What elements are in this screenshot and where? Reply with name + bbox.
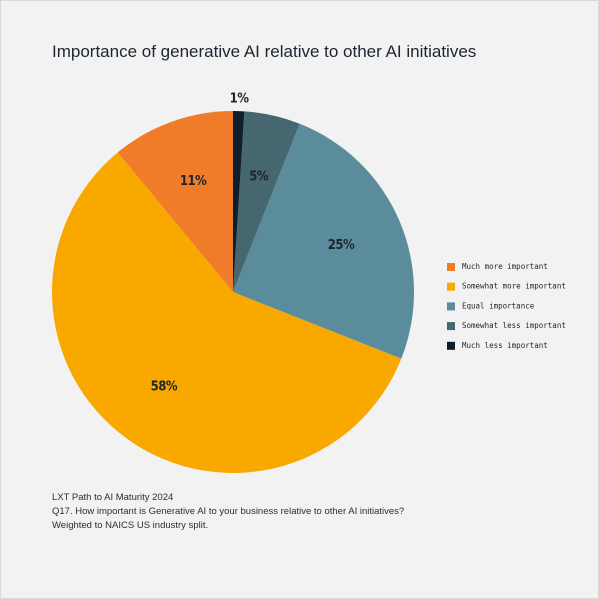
note: Q17. How important is Generative AI to y… bbox=[52, 506, 404, 517]
legend-swatch bbox=[447, 341, 455, 350]
value-label: 11% bbox=[180, 174, 207, 189]
chart-title: Importance of generative AI relative to … bbox=[52, 42, 476, 61]
pie-slice bbox=[52, 152, 402, 473]
value-label: 1% bbox=[230, 92, 250, 107]
value-label: 25% bbox=[328, 238, 355, 253]
legend-label: Equal importance bbox=[462, 301, 535, 310]
value-label: 58% bbox=[151, 380, 178, 395]
pie-slice bbox=[117, 111, 233, 292]
pie-slice bbox=[233, 123, 415, 359]
note: Weighted to NAICS US industry split. bbox=[52, 520, 208, 531]
legend-label: Much more important bbox=[462, 262, 548, 271]
legend-swatch bbox=[447, 322, 455, 331]
value-label: 5% bbox=[249, 170, 269, 185]
pie-slice bbox=[233, 111, 300, 292]
legend-label: Much less important bbox=[462, 341, 548, 350]
legend-label: Somewhat more important bbox=[462, 282, 566, 291]
note: LXT Path to AI Maturity 2024 bbox=[52, 492, 173, 503]
pie-slice bbox=[233, 111, 245, 292]
legend-swatch bbox=[447, 263, 455, 271]
legend-swatch bbox=[447, 282, 455, 291]
legend-label: Somewhat less important bbox=[462, 321, 566, 330]
legend-swatch bbox=[447, 302, 455, 311]
